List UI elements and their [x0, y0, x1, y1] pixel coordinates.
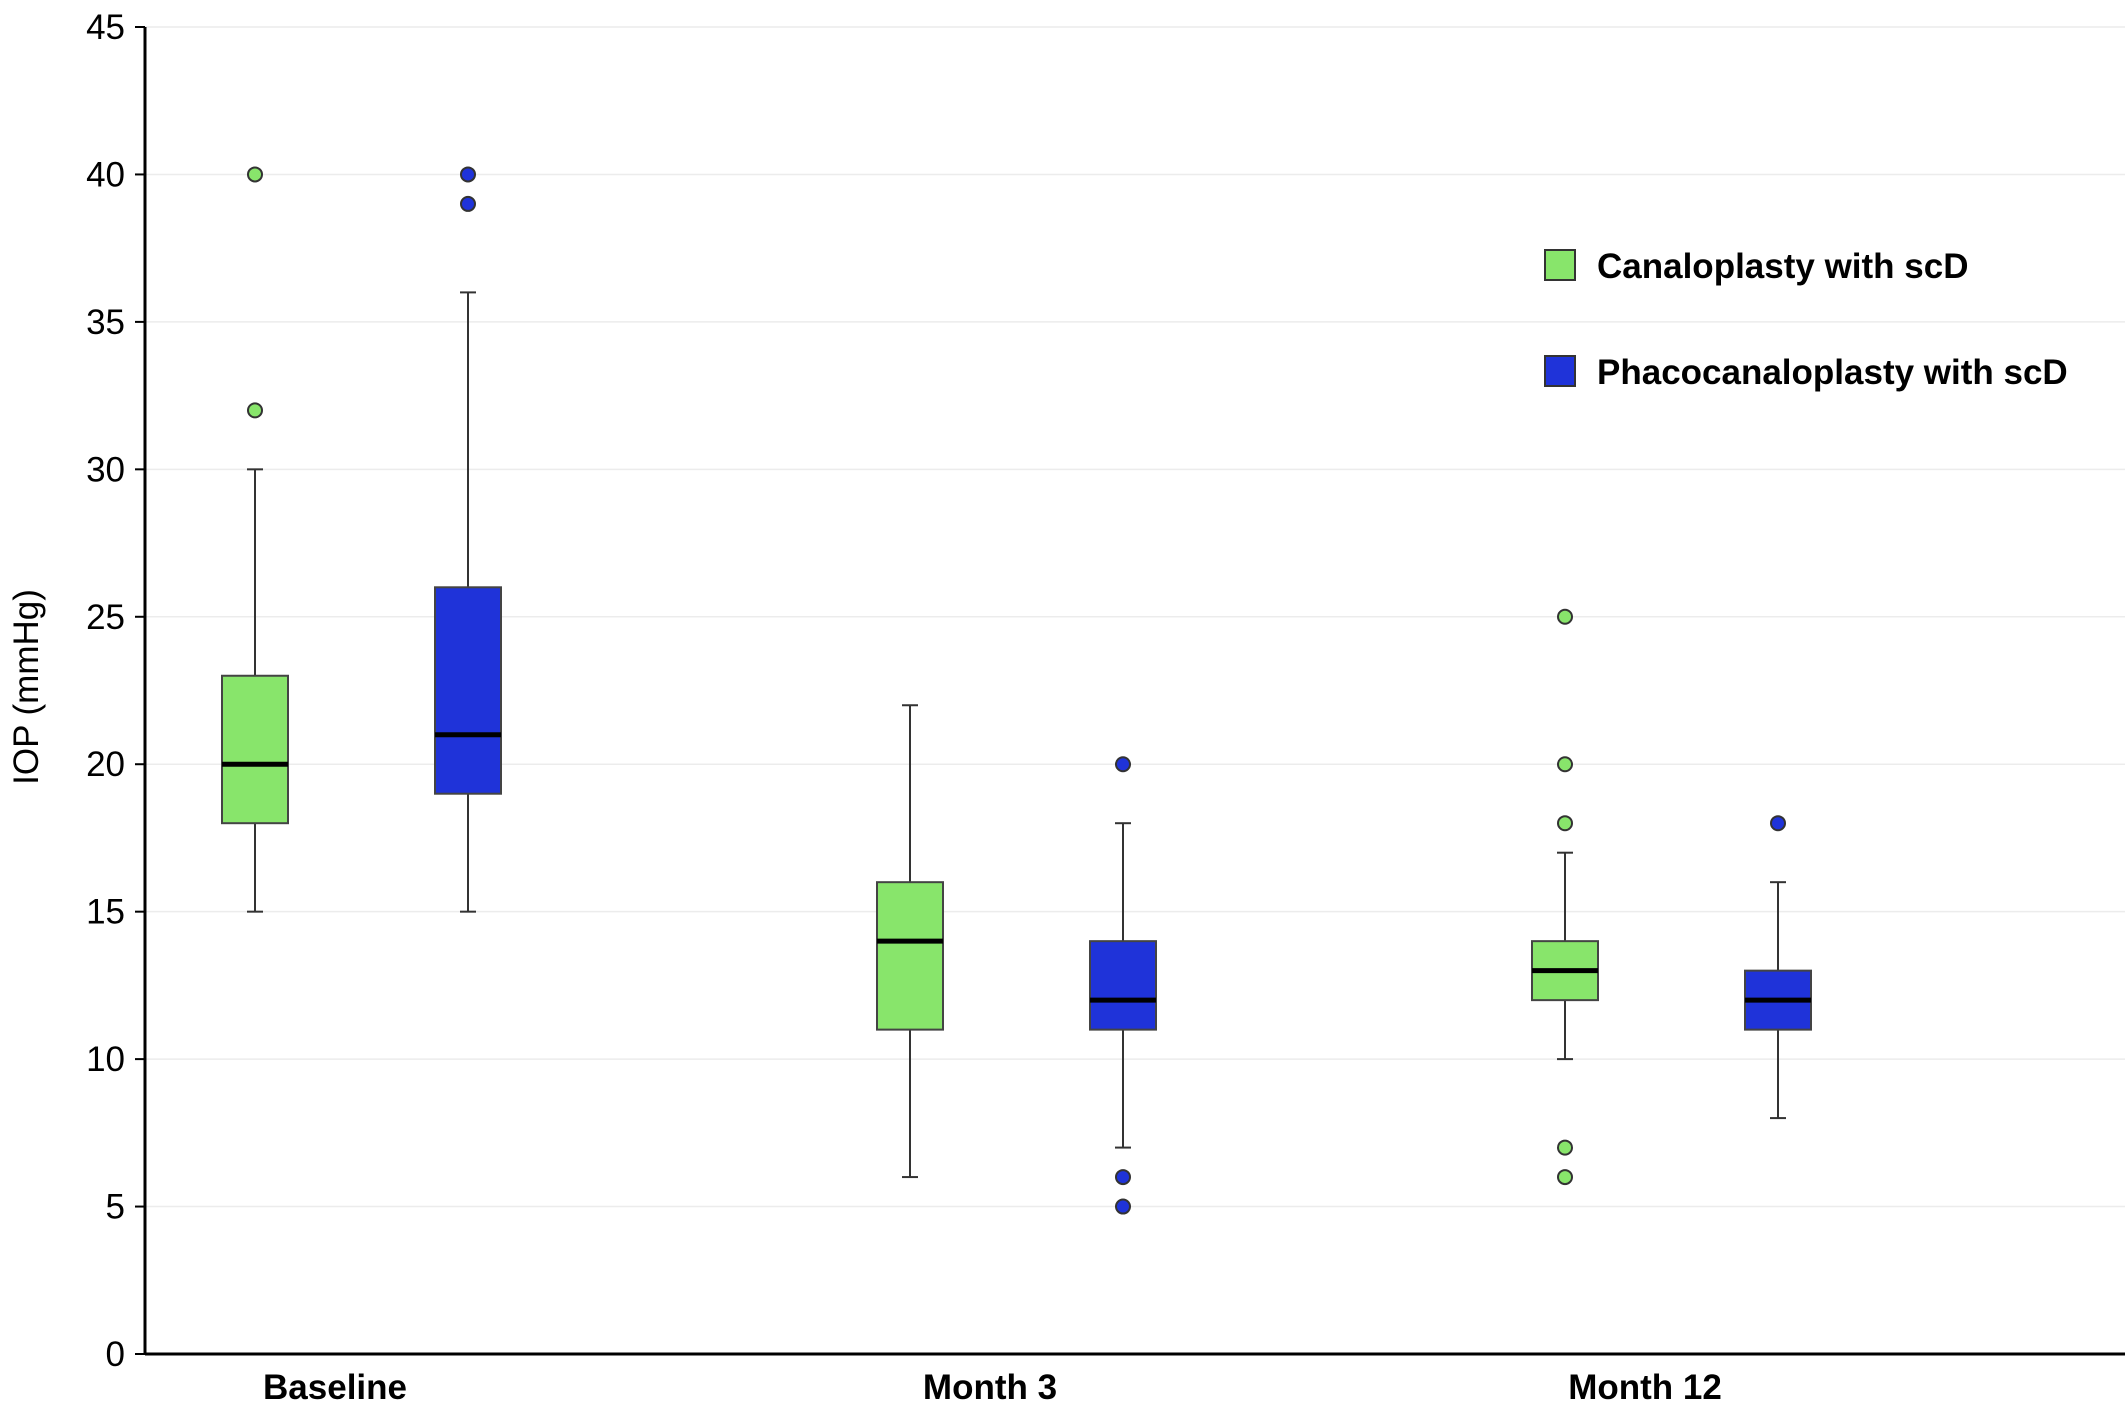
x-category-label: Month 3 [923, 1368, 1057, 1407]
box [221, 674, 289, 825]
box-group [1744, 815, 1812, 1120]
outlier-point [1557, 1169, 1573, 1186]
box-group [434, 166, 502, 913]
box-group [221, 166, 289, 913]
outlier-point [1770, 815, 1786, 832]
y-tick-label: 30 [86, 450, 125, 489]
y-tick-label: 15 [86, 893, 125, 932]
y-axis-title: IOP (mmHg) [7, 589, 46, 785]
legend-swatch [1544, 249, 1576, 281]
box-group [1531, 608, 1599, 1186]
y-tick-label: 40 [86, 155, 125, 194]
y-tick-label: 0 [106, 1335, 125, 1374]
outlier-point [460, 195, 476, 212]
box-group [876, 704, 944, 1179]
y-tick-label: 35 [86, 303, 125, 342]
legend-swatch [1544, 355, 1576, 387]
outlier-point [1115, 1169, 1131, 1186]
outlier-point [1115, 1198, 1131, 1215]
y-axis: 0 5 10 15 20 25 30 35 40 45 [86, 8, 147, 1374]
box-group [1089, 756, 1157, 1215]
y-tick-label: 45 [86, 8, 125, 47]
x-category-label: Month 12 [1568, 1368, 1722, 1407]
box [876, 881, 944, 1031]
outlier-point [1115, 756, 1131, 773]
box [434, 586, 502, 795]
x-category-label: Baseline [263, 1368, 407, 1407]
legend: Canaloplasty with scD Phacocanaloplasty w… [1544, 247, 2068, 392]
legend-item: Canaloplasty with scD [1544, 247, 1968, 286]
y-tick-label: 10 [86, 1040, 125, 1079]
y-tick-label: 25 [86, 598, 125, 637]
outlier-point [1557, 1139, 1573, 1156]
legend-item: Phacocanaloplasty with scD [1544, 353, 2068, 392]
outlier-point [247, 166, 263, 183]
outlier-point [460, 166, 476, 183]
box-plot-series [221, 166, 1812, 1215]
legend-label: Canaloplasty with scD [1597, 247, 1968, 286]
outlier-point [247, 402, 263, 419]
x-axis: Baseline Month 3 Month 12 [145, 1352, 2125, 1407]
outlier-point [1557, 756, 1573, 773]
y-tick-label: 5 [106, 1188, 125, 1227]
y-tick-label: 20 [86, 745, 125, 784]
outlier-point [1557, 608, 1573, 625]
outlier-point [1557, 815, 1573, 832]
box [1089, 940, 1157, 1031]
legend-label: Phacocanaloplasty with scD [1597, 353, 2068, 392]
